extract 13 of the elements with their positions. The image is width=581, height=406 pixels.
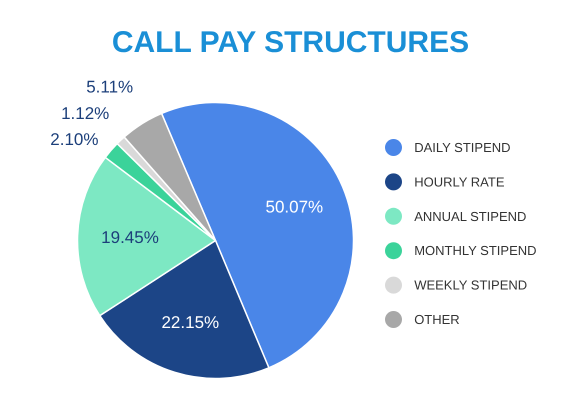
data-label: 50.07% [266,198,324,217]
chart-title: CALL PAY STRUCTURES [112,26,470,59]
data-label: 2.10% [50,130,98,150]
data-label: 19.45% [101,228,159,248]
legend-label: OTHER [414,312,460,327]
data-label: 22.15% [161,312,220,332]
legend-label: HOURLY RATE [414,174,505,190]
legend-label: WEEKLY STIPEND [414,278,528,293]
legend-label: DAILY STIPEND [414,140,511,155]
data-label: 1.12% [61,104,110,123]
legend-label: ANNUAL STIPEND [414,208,526,224]
data-label: 5.11% [86,78,134,97]
legend-label: MONTHLY STIPEND [414,243,537,258]
